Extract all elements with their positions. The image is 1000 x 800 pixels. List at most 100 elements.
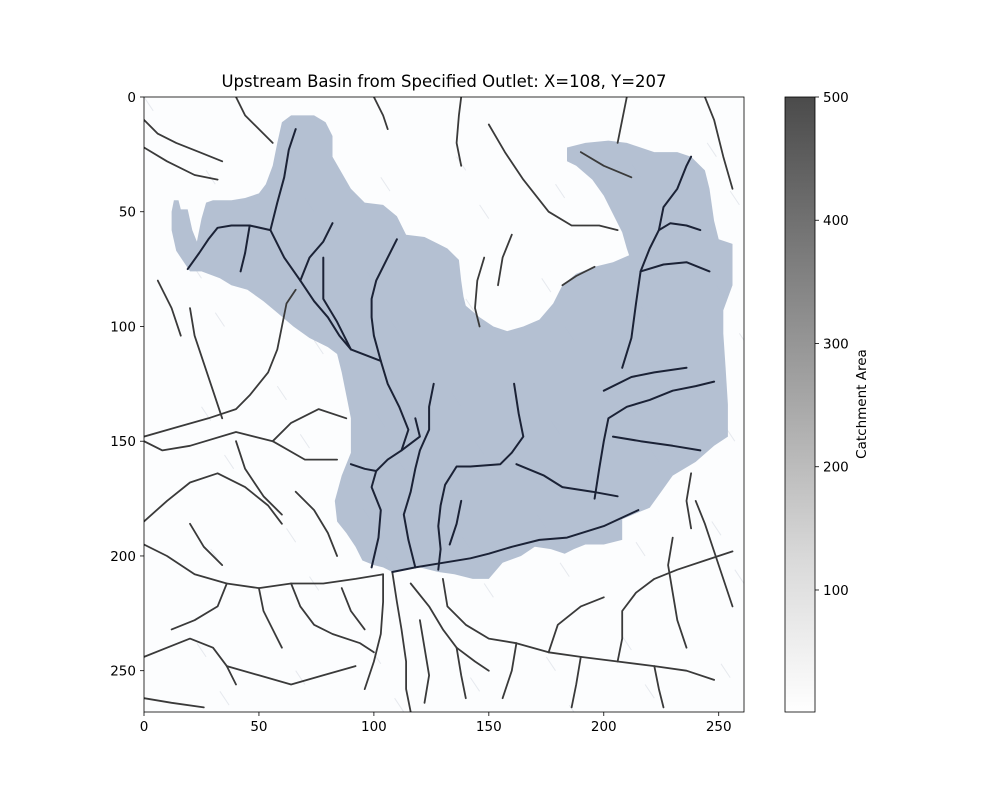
stream-line (455, 646, 467, 700)
terrain-texture-line (738, 333, 744, 342)
terrain-texture-line (205, 170, 216, 185)
terrain-texture-line (541, 278, 552, 293)
stream-line (340, 587, 366, 631)
plot-area (143, 96, 745, 713)
chart-title: Upstream Basin from Specified Outlet: X=… (221, 72, 666, 91)
basin-stream-line (269, 128, 382, 362)
basin-stream-line (402, 382, 435, 569)
terrain-texture-line (729, 190, 740, 206)
basin-streams (186, 128, 716, 573)
terrain-texture-line (394, 697, 405, 712)
colorbar-label: Catchment Area (854, 349, 870, 459)
stream-line (561, 265, 596, 287)
terrain-texture-line (734, 569, 744, 584)
colorbar-tick-label: 100 (823, 583, 849, 599)
stream-line (235, 97, 274, 144)
stream-line (144, 697, 205, 709)
terrain-texture-line (196, 642, 207, 658)
terrain-texture-line (313, 339, 324, 355)
stream-line (616, 97, 628, 144)
x-tick-label: 250 (706, 719, 732, 735)
x-tick-label: 150 (476, 719, 502, 735)
basin-stream-line (602, 366, 688, 392)
colorbar-tick-label: 400 (823, 213, 849, 229)
stream-line (547, 596, 605, 654)
terrain-texture-line (224, 454, 235, 470)
basin-stream-line (621, 222, 702, 369)
terrain-texture-line (219, 691, 230, 706)
colorbar-gradient (784, 96, 816, 713)
basin-stream-line (593, 380, 716, 500)
colorbar-tick-label: 300 (823, 336, 849, 352)
stream-line (694, 499, 734, 608)
stream-line (156, 279, 182, 337)
terrain-texture-line (295, 670, 306, 685)
terrain-texture-line (711, 521, 722, 536)
terrain-texture-line (644, 684, 655, 699)
stream-line (257, 587, 283, 649)
basin-stream-line (437, 382, 525, 571)
colorbar: 100 200 300 400 500 Catchment Area (784, 90, 870, 713)
terrain-texture-line (559, 562, 570, 577)
y-tick-label: 50 (119, 205, 136, 221)
basin-stream-line (612, 435, 702, 452)
stream-line (235, 440, 283, 516)
terrain-texture-line (144, 97, 154, 112)
stream-line (144, 637, 237, 686)
basin-stream-line (322, 256, 352, 351)
stream-line (189, 522, 224, 566)
stream-line (704, 97, 734, 190)
stream-line (225, 665, 357, 686)
terrain-texture-line (621, 636, 632, 651)
terrain-texture-line (380, 177, 391, 192)
stream-line (294, 490, 339, 557)
basin-stream-line (370, 238, 410, 569)
stream-line (455, 97, 463, 167)
stream-line (570, 656, 582, 709)
stream-line (290, 582, 375, 654)
basin-stream-line (299, 222, 334, 282)
stream-line (144, 431, 339, 461)
stream-line (363, 573, 385, 690)
stream-line (271, 408, 348, 443)
stream-line (667, 536, 688, 649)
basin-stream-line (349, 463, 378, 472)
stream-line (170, 582, 228, 631)
y-tick-label: 150 (110, 434, 136, 450)
colorbar-tick-label: 500 (823, 90, 849, 106)
stream-line (418, 619, 431, 704)
basin-stream-line (400, 417, 421, 452)
terrain-texture-line (555, 183, 566, 199)
basin-stream-line (639, 261, 711, 273)
upstream-basin (171, 115, 733, 579)
terrain-texture-line (720, 663, 731, 678)
y-tick-label: 200 (110, 549, 136, 565)
x-tick-label: 50 (250, 719, 267, 735)
stream-line (144, 288, 297, 438)
x-tick-label: 100 (361, 719, 387, 735)
terrain-texture-line (286, 528, 297, 543)
terrain-texture-line (635, 541, 646, 557)
stream-line (409, 582, 490, 672)
plot-frame (143, 96, 745, 713)
terrain-texture-line (706, 142, 717, 157)
terrain-texture-line (465, 298, 476, 313)
basin-stream-line (448, 499, 463, 546)
stream-line (685, 472, 692, 530)
stream-line (189, 307, 224, 420)
stream-line (579, 151, 633, 179)
basin-stream-line (239, 224, 251, 273)
y-tick-label: 250 (110, 664, 136, 680)
basin-stream-line (391, 509, 640, 573)
basin-stream-line (515, 463, 619, 498)
colorbar-tick-label: 200 (823, 460, 849, 476)
stream-line (616, 550, 734, 663)
y-tick-label: 100 (110, 319, 136, 335)
terrain-texture-line (276, 385, 287, 401)
y-axis: 0 50 100 150 200 250 (110, 90, 144, 680)
terrain-texture-line (479, 204, 490, 219)
stream-line (144, 119, 224, 163)
terrain-texture-line (299, 434, 310, 449)
terrain-texture-line (545, 656, 556, 671)
